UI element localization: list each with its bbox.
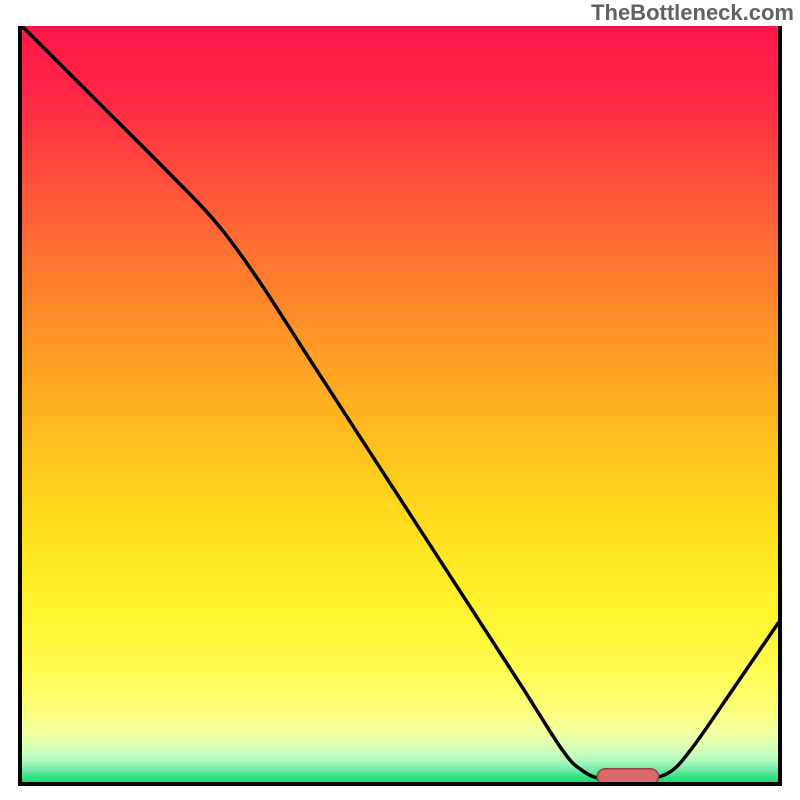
chart-container: TheBottleneck.com (0, 0, 800, 800)
plot-area (18, 26, 782, 786)
plot-inner (22, 26, 778, 782)
optimal-indicator (22, 26, 778, 782)
watermark-text: TheBottleneck.com (591, 0, 794, 26)
